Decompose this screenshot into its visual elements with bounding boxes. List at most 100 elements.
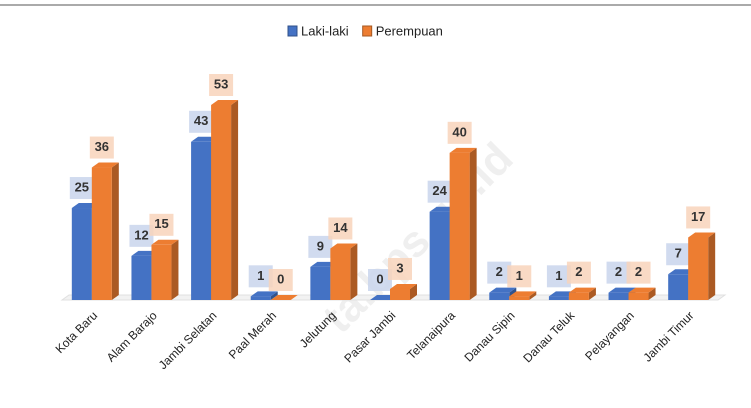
bar-front bbox=[390, 288, 410, 300]
x-tick-label: Danau Sipin bbox=[461, 308, 517, 364]
bar-side bbox=[648, 287, 656, 300]
value-label-box bbox=[427, 180, 452, 203]
bar-top bbox=[250, 291, 278, 297]
value-label-box bbox=[89, 136, 114, 159]
bar bbox=[151, 239, 179, 300]
bar bbox=[509, 291, 537, 300]
value-label: 2 bbox=[575, 264, 582, 279]
value-label: 14 bbox=[333, 220, 348, 235]
value-label-box bbox=[686, 206, 711, 229]
bar-top bbox=[330, 243, 358, 249]
value-label: 9 bbox=[317, 238, 324, 253]
value-label: 43 bbox=[194, 113, 208, 128]
legend-swatch bbox=[287, 25, 298, 37]
value-label-box bbox=[248, 265, 273, 288]
bar-front bbox=[509, 296, 530, 300]
value-label-box bbox=[189, 110, 214, 133]
legend-label: Laki-laki bbox=[301, 23, 349, 38]
x-tick-label: Kota Baru bbox=[53, 308, 101, 356]
bar bbox=[270, 295, 298, 300]
bar-top bbox=[509, 291, 537, 297]
x-tick-label: Paal Merah bbox=[226, 308, 279, 361]
value-label: 1 bbox=[555, 268, 562, 283]
value-label: 1 bbox=[516, 268, 523, 283]
value-label: 40 bbox=[452, 124, 466, 139]
x-tick-label: Telanaipura bbox=[404, 308, 458, 362]
legend-swatch bbox=[362, 25, 373, 37]
bar bbox=[449, 147, 477, 300]
bar-top bbox=[270, 295, 298, 300]
value-label-box bbox=[626, 261, 651, 284]
value-label-box bbox=[69, 177, 94, 200]
bar-front bbox=[71, 208, 92, 300]
x-tick-label: Jambi Selatan bbox=[156, 308, 220, 372]
value-label: 7 bbox=[675, 246, 682, 261]
x-tick-label: Pelayangan bbox=[582, 308, 637, 363]
bar-front bbox=[310, 266, 331, 300]
bar-side bbox=[708, 232, 716, 300]
bar-front bbox=[568, 292, 589, 300]
value-label-box bbox=[447, 121, 472, 144]
bar-top bbox=[568, 287, 596, 293]
value-label-box bbox=[606, 261, 631, 284]
bar bbox=[628, 287, 656, 300]
bar-side bbox=[231, 100, 239, 300]
x-tick-label: Alam Barajo bbox=[104, 308, 160, 364]
value-label: 2 bbox=[615, 264, 622, 279]
bar-front bbox=[429, 211, 450, 300]
bar-side bbox=[469, 147, 477, 300]
value-label: 1 bbox=[257, 268, 264, 283]
bar-top bbox=[489, 287, 517, 293]
bar-side bbox=[350, 243, 358, 300]
value-label-box bbox=[129, 224, 154, 247]
bar-front bbox=[250, 296, 271, 300]
value-label: 53 bbox=[214, 76, 228, 91]
value-label: 15 bbox=[154, 216, 168, 231]
value-label: 17 bbox=[691, 209, 705, 224]
value-label-box bbox=[487, 261, 512, 284]
value-label: 2 bbox=[635, 264, 642, 279]
value-label-box bbox=[566, 261, 591, 284]
bar-top bbox=[688, 232, 716, 238]
value-label: 12 bbox=[134, 227, 148, 242]
value-label-box bbox=[149, 213, 174, 236]
bar-side bbox=[529, 291, 537, 300]
bar-front bbox=[489, 292, 510, 300]
bar-front bbox=[548, 296, 569, 300]
x-tick-label: Jambi Timur bbox=[640, 308, 696, 364]
bar-front bbox=[191, 141, 212, 300]
bar-top bbox=[608, 287, 636, 293]
bar-front bbox=[330, 248, 351, 300]
bar bbox=[568, 287, 596, 300]
value-label: 0 bbox=[376, 271, 383, 286]
x-tick-label: Jelutung bbox=[297, 308, 339, 350]
value-label: 3 bbox=[396, 260, 403, 275]
bar bbox=[250, 291, 278, 300]
value-label-box bbox=[388, 257, 412, 280]
bar bbox=[390, 283, 417, 300]
bar-front bbox=[668, 274, 689, 300]
bar-front bbox=[628, 292, 649, 300]
bar-front bbox=[608, 292, 629, 300]
bar-top bbox=[211, 100, 239, 105]
bar bbox=[688, 232, 716, 300]
value-label: 24 bbox=[432, 183, 447, 198]
bar-side bbox=[171, 239, 179, 300]
bar-front bbox=[449, 152, 470, 300]
value-label: 25 bbox=[75, 179, 89, 194]
value-label-box bbox=[666, 243, 691, 266]
bar-front bbox=[688, 237, 709, 300]
bar-side bbox=[270, 291, 278, 300]
bar-side bbox=[410, 283, 417, 300]
bar-side bbox=[588, 287, 596, 300]
value-label-box bbox=[308, 235, 333, 258]
value-label-box bbox=[209, 74, 234, 96]
x-tick-label: Danau Teluk bbox=[520, 308, 578, 366]
bar-top bbox=[390, 283, 417, 289]
bar-top bbox=[628, 287, 656, 293]
bar-front bbox=[211, 105, 232, 300]
value-label-box bbox=[368, 269, 392, 291]
bar-front bbox=[91, 167, 112, 300]
value-label-box bbox=[546, 265, 571, 288]
